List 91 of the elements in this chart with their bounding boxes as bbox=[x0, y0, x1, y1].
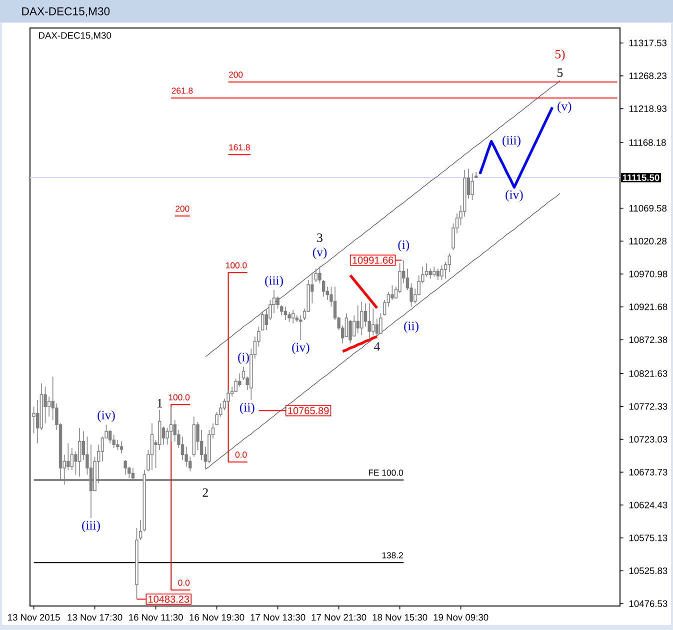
annotation: FE 100.0 bbox=[368, 470, 404, 476]
line-series bbox=[348, 274, 378, 310]
annotation: 200 bbox=[228, 72, 243, 78]
y-tick-label: 11218.93 bbox=[629, 105, 667, 112]
candlestick bbox=[432, 266, 436, 278]
candlestick bbox=[47, 396, 51, 418]
annotation: (iii) bbox=[265, 276, 283, 288]
x-tick-label: 13 Nov 2015 bbox=[8, 614, 60, 621]
candlestick bbox=[364, 302, 368, 328]
annotation: (iv) bbox=[506, 190, 523, 202]
annotation: 10991.66 bbox=[352, 256, 394, 264]
candlestick bbox=[158, 410, 162, 450]
annotation: 261.8 bbox=[172, 88, 193, 94]
x-tick-label: 17 Nov 21:30 bbox=[312, 614, 366, 621]
candlestick bbox=[66, 442, 70, 470]
y-tick-label: 11317.53 bbox=[629, 40, 667, 46]
y-tick-label: 10476.53 bbox=[629, 600, 668, 607]
annotation: (iv) bbox=[98, 410, 115, 422]
annotation: 10483.23 bbox=[148, 596, 190, 603]
annotation: (i) bbox=[238, 352, 249, 364]
chart-title: DAX-DEC15,M30 bbox=[22, 7, 110, 17]
y-tick-label: 10772.33 bbox=[629, 403, 668, 410]
annotation: 4 bbox=[374, 342, 380, 351]
y-tick-label: 10624.43 bbox=[629, 502, 668, 508]
candlestick bbox=[150, 422, 154, 470]
candlestick bbox=[180, 436, 184, 460]
candlestick bbox=[89, 444, 93, 518]
annotation: 200 bbox=[176, 206, 190, 212]
x-tick-label: 16 Nov 11:30 bbox=[129, 614, 183, 621]
candlestick bbox=[291, 310, 295, 324]
x-tick-label: 17 Nov 13:30 bbox=[250, 614, 306, 621]
annotation: 5 bbox=[558, 68, 563, 77]
y-tick-label: 10575.13 bbox=[629, 534, 668, 542]
annotation: 1 bbox=[158, 398, 162, 408]
y-tick-label: 11168.18 bbox=[629, 139, 666, 146]
candlestick bbox=[314, 268, 318, 282]
annotation: 3 bbox=[317, 233, 322, 242]
ref-line-label: 11115.50 bbox=[622, 174, 660, 181]
annotation: 5) bbox=[555, 50, 565, 61]
candlestick bbox=[173, 420, 176, 442]
annotation: 100.0 bbox=[168, 394, 190, 400]
candlestick bbox=[234, 378, 238, 392]
y-tick-label: 11020.28 bbox=[629, 238, 667, 244]
x-tick-label: 13 Nov 17:30 bbox=[68, 614, 122, 621]
candlestick bbox=[131, 468, 135, 480]
annotation: (iii) bbox=[502, 136, 520, 148]
chart-subtitle: DAX-DEC15,M30 bbox=[39, 32, 112, 40]
y-tick-label: 10723.03 bbox=[629, 436, 668, 443]
annotation: (ii) bbox=[240, 402, 254, 414]
candlestick bbox=[169, 406, 173, 442]
annotation: 10765.89 bbox=[288, 407, 329, 414]
y-tick-label: 10821.63 bbox=[629, 370, 668, 377]
x-tick-label: 19 Nov 09:30 bbox=[434, 614, 488, 621]
y-tick-label: 10525.83 bbox=[629, 567, 668, 574]
annotation: 0.0 bbox=[178, 580, 190, 586]
candlestick bbox=[78, 428, 82, 478]
candlestick bbox=[188, 456, 192, 472]
annotation: 161.8 bbox=[229, 144, 250, 150]
y-tick-label: 10872.38 bbox=[629, 336, 668, 344]
candlestick bbox=[40, 382, 44, 430]
candlestick bbox=[284, 306, 288, 320]
y-tick-label: 10673.73 bbox=[629, 468, 668, 476]
x-tick-label: 18 Nov 15:30 bbox=[372, 614, 428, 621]
annotation: (ii) bbox=[404, 321, 418, 333]
annotation: (i) bbox=[398, 240, 410, 252]
candlestick bbox=[463, 170, 466, 218]
line-series bbox=[341, 335, 378, 353]
annotation: (v) bbox=[312, 248, 327, 259]
candlestick bbox=[372, 308, 375, 336]
candlestick bbox=[424, 262, 428, 278]
annotation: 2 bbox=[202, 488, 208, 497]
candlestick bbox=[356, 304, 360, 334]
annotation: (v) bbox=[558, 102, 572, 114]
annotation: 100.0 bbox=[226, 262, 247, 268]
candlestick bbox=[135, 528, 138, 600]
y-tick-label: 11268.23 bbox=[629, 72, 667, 80]
x-tick-label: 16 Nov 19:30 bbox=[190, 614, 244, 621]
y-tick-label: 10970.98 bbox=[629, 270, 668, 278]
annotation: 0.0 bbox=[235, 452, 247, 458]
candlestick bbox=[280, 304, 284, 316]
y-tick-label: 10921.68 bbox=[629, 304, 668, 310]
candlestick bbox=[70, 448, 74, 470]
candlestick bbox=[108, 430, 112, 444]
annotation: (iv) bbox=[292, 342, 310, 354]
candlestick bbox=[375, 318, 379, 338]
y-tick-label: 11069.58 bbox=[629, 204, 667, 212]
candlestick bbox=[436, 268, 440, 280]
candlestick bbox=[112, 434, 116, 448]
candlestick bbox=[192, 416, 196, 458]
annotation: 138.2 bbox=[382, 552, 403, 558]
annotation: (iii) bbox=[82, 520, 100, 532]
